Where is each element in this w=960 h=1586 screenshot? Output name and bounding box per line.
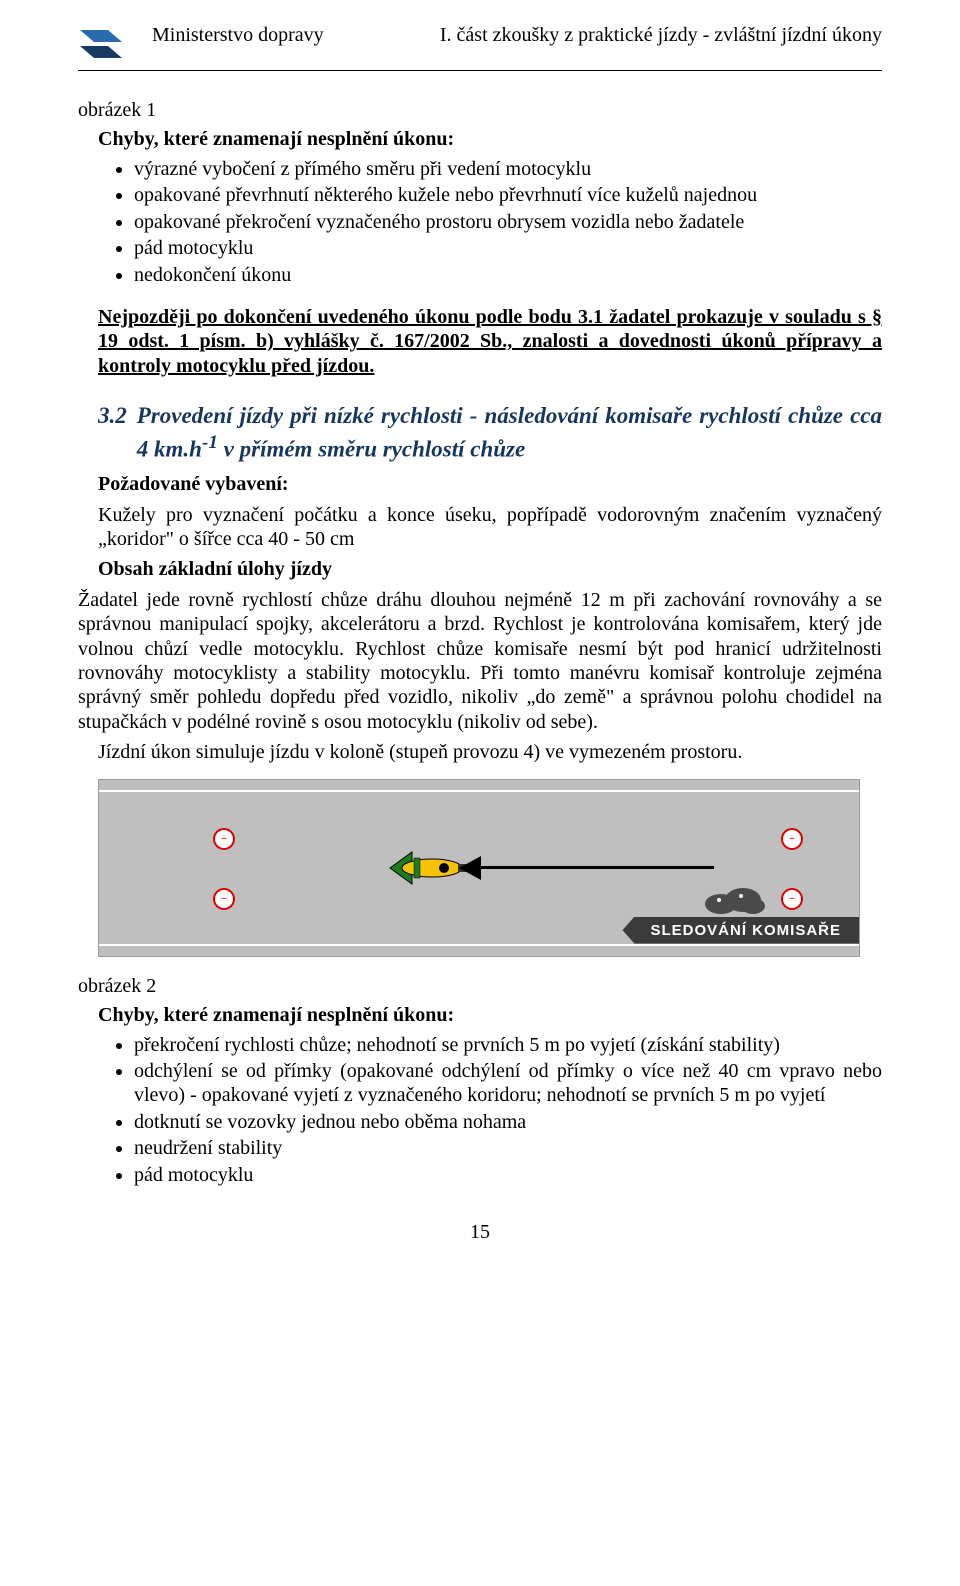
list-item: překročení rychlosti chůze; nehodnotí se…: [134, 1033, 882, 1057]
list-item: neudržení stability: [134, 1136, 882, 1160]
section-title-part2: v přímém směru rychlostí chůze: [218, 437, 525, 462]
header-right: I. část zkoušky z praktické jízdy - zvlá…: [440, 24, 882, 47]
superscript: -1: [202, 432, 218, 453]
page-header: Ministerstvo dopravy I. část zkoušky z p…: [78, 24, 882, 71]
list-item: výrazné vybočení z přímého směru při ved…: [134, 157, 882, 181]
task-text-2: Jízdní úkon simuluje jízdu v koloně (stu…: [98, 740, 882, 764]
page-number: 15: [78, 1221, 882, 1244]
list-item: odchýlení se od přímky (opakované odchýl…: [134, 1059, 882, 1108]
section-number: 3.2: [98, 402, 137, 464]
header-left: Ministerstvo dopravy: [152, 24, 324, 47]
figure-1-label: obrázek 1: [78, 99, 882, 122]
list-item: opakované převrhnutí některého kužele ne…: [134, 183, 882, 207]
list-item: nedokončení úkonu: [134, 263, 882, 287]
errors-list-1: výrazné vybočení z přímého směru při ved…: [78, 157, 882, 287]
required-equipment-label: Požadované vybavení:: [98, 472, 882, 496]
errors-heading-1: Chyby, které znamenají nesplnění úkonu:: [98, 128, 882, 151]
errors-list-2: překročení rychlosti chůze; nehodnotí se…: [78, 1033, 882, 1187]
cone-icon: –: [781, 888, 803, 910]
examiner-cloud-icon: [701, 886, 767, 916]
cone-icon: –: [781, 828, 803, 850]
section-3-2-heading: 3.2 Provedení jízdy při nízké rychlosti …: [98, 402, 882, 464]
following-examiner-diagram: – – – – SLEDOVÁNÍ KOMISAŘE: [98, 779, 860, 957]
task-label: Obsah základní úlohy jízdy: [98, 557, 882, 581]
list-item: pád motocyklu: [134, 236, 882, 260]
required-equipment-text: Kužely pro vyznačení počátku a konce úse…: [98, 503, 882, 552]
figure-2-label: obrázek 2: [78, 975, 882, 998]
cone-icon: –: [213, 828, 235, 850]
errors-heading-2: Chyby, které znamenají nesplnění úkonu:: [98, 1004, 882, 1027]
ministry-logo-icon: [78, 24, 140, 64]
list-item: pád motocyklu: [134, 1163, 882, 1187]
direction-arrow: [474, 866, 714, 869]
underlined-note: Nejpozději po dokončení uvedeného úkonu …: [98, 305, 882, 378]
task-text: Žadatel jede rovně rychlostí chůze dráhu…: [78, 588, 882, 734]
list-item: dotknutí se vozovky jednou nebo oběma no…: [134, 1110, 882, 1134]
cone-icon: –: [213, 888, 235, 910]
diagram-ribbon-label: SLEDOVÁNÍ KOMISAŘE: [622, 917, 859, 944]
list-item: opakované překročení vyznačeného prostor…: [134, 210, 882, 234]
